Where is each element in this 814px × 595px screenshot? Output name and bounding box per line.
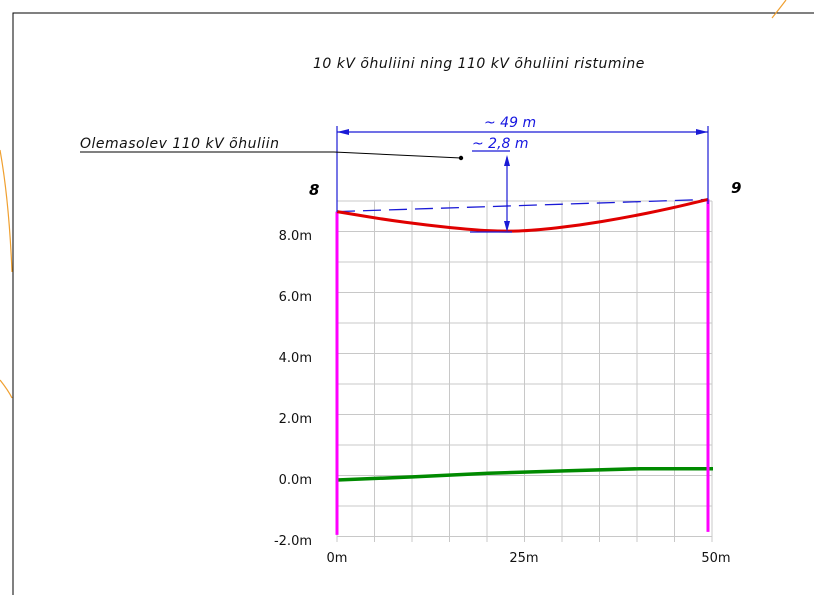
span-arrow-left xyxy=(337,129,349,135)
conductor-10kv xyxy=(336,197,709,233)
x-tick-label: 25m xyxy=(509,551,538,566)
chart-grid xyxy=(336,200,713,542)
y-tick-label: 0.0m xyxy=(279,473,312,488)
span-dimension xyxy=(336,126,709,212)
y-tick-label: 6.0m xyxy=(279,290,312,305)
clearance-dimension-label: ~ 2,8 m xyxy=(472,136,529,152)
sheet-border-left-lower xyxy=(0,379,13,399)
y-tick-label: 2.0m xyxy=(279,412,312,427)
callout-label: Olemasolev 110 kV õhuliin xyxy=(80,136,280,152)
axis-ticks: 8.0m 6.0m 4.0m 2.0m 0.0m -2.0m 0m 25m 50m xyxy=(274,229,731,566)
pole-label-right: 9 xyxy=(731,179,741,197)
sheet-frame xyxy=(12,12,814,595)
span-dimension-label: ~ 49 m xyxy=(484,115,536,131)
y-tick-label: 4.0m xyxy=(279,351,312,366)
y-tick-label: -2.0m xyxy=(274,534,312,549)
sheet-border-left-upper xyxy=(0,149,13,273)
span-arrow-right xyxy=(696,129,708,135)
x-tick-label: 50m xyxy=(701,551,730,566)
y-tick-label: 8.0m xyxy=(279,229,312,244)
sheet-border-top-right xyxy=(771,0,787,19)
x-tick-label: 0m xyxy=(327,551,348,566)
clearance-dimension xyxy=(470,150,512,233)
pole-label-left: 8 xyxy=(309,181,319,199)
clearance-arrow-bottom xyxy=(504,221,510,232)
clearance-arrow-top xyxy=(504,155,510,166)
callout-leader xyxy=(333,151,462,159)
callout-dot xyxy=(458,155,464,161)
drawing-title: 10 kV õhuliini ning 110 kV õhuliini rist… xyxy=(313,56,645,72)
line-110kv xyxy=(336,198,709,213)
